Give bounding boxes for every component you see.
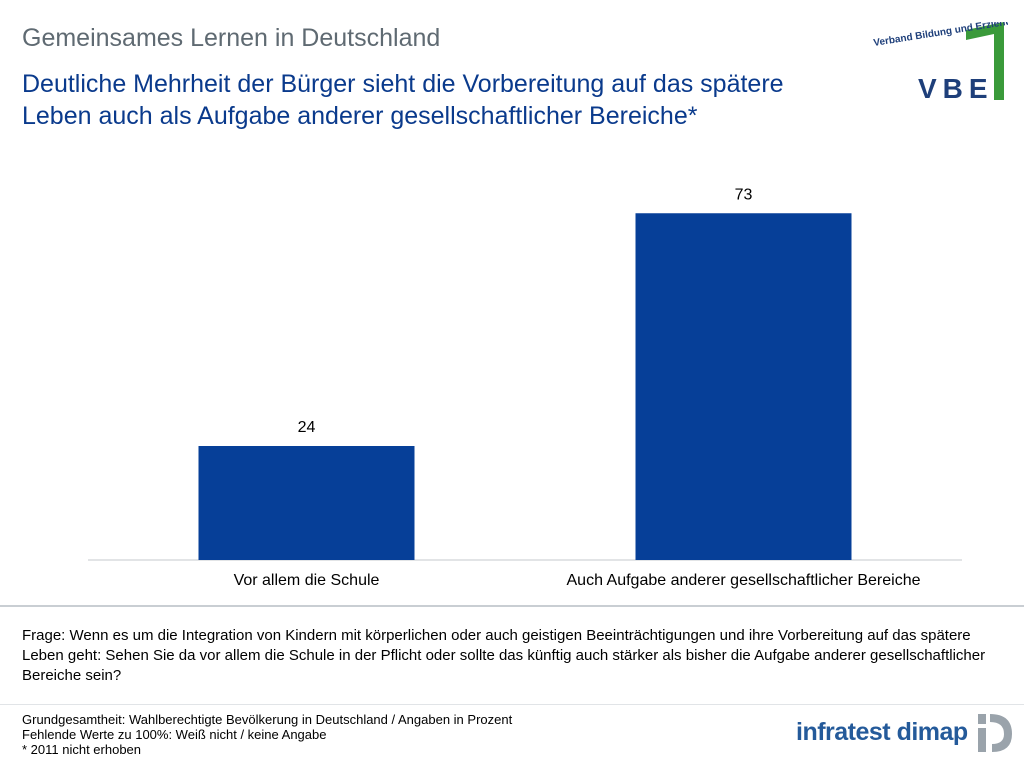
section-divider <box>0 605 1024 607</box>
footnote-missing-values: Fehlende Werte zu 100%: Weiß nicht / kei… <box>22 727 327 742</box>
infratest-dimap-symbol <box>978 714 1012 752</box>
page-title: Deutliche Mehrheit der Bürger sieht die … <box>22 70 784 130</box>
footnotes: Grundgesamtheit: Wahlberechtigte Bevölke… <box>22 712 722 757</box>
bar-1 <box>198 446 415 560</box>
footnote-asterisk: * 2011 nicht erhoben <box>22 742 142 757</box>
category-label-2: Auch Aufgabe anderer gesellschaftlicher … <box>567 572 921 589</box>
vbe-logo-tagline: Verband Bildung und Erziehung <box>873 22 1008 49</box>
survey-question: Frage: Wenn es um die Integration von Ki… <box>22 627 986 684</box>
vbe-logo-wordmark: VBE <box>918 73 994 104</box>
category-label-1: Vor allem die Schule <box>234 572 380 589</box>
vbe-logo: Verband Bildung und Erziehung VBE <box>873 22 1008 104</box>
infratest-dimap-wordmark: infratest dimap <box>796 718 968 746</box>
bar-chart: 24 Vor allem die Schule 73 Auch Aufgabe and… <box>88 186 962 589</box>
footnote-population: Grundgesamtheit: Wahlberechtigte Bevölke… <box>22 712 513 727</box>
vbe-logo-frame <box>966 22 1004 100</box>
page-supertitle: Gemeinsames Lernen in Deutschland <box>22 24 441 52</box>
footer-divider <box>0 704 1024 705</box>
data-label-2: 73 <box>735 186 753 203</box>
infratest-dimap-logo: infratest dimap <box>796 712 1016 754</box>
bar-2 <box>635 213 852 560</box>
data-label-1: 24 <box>298 419 316 436</box>
